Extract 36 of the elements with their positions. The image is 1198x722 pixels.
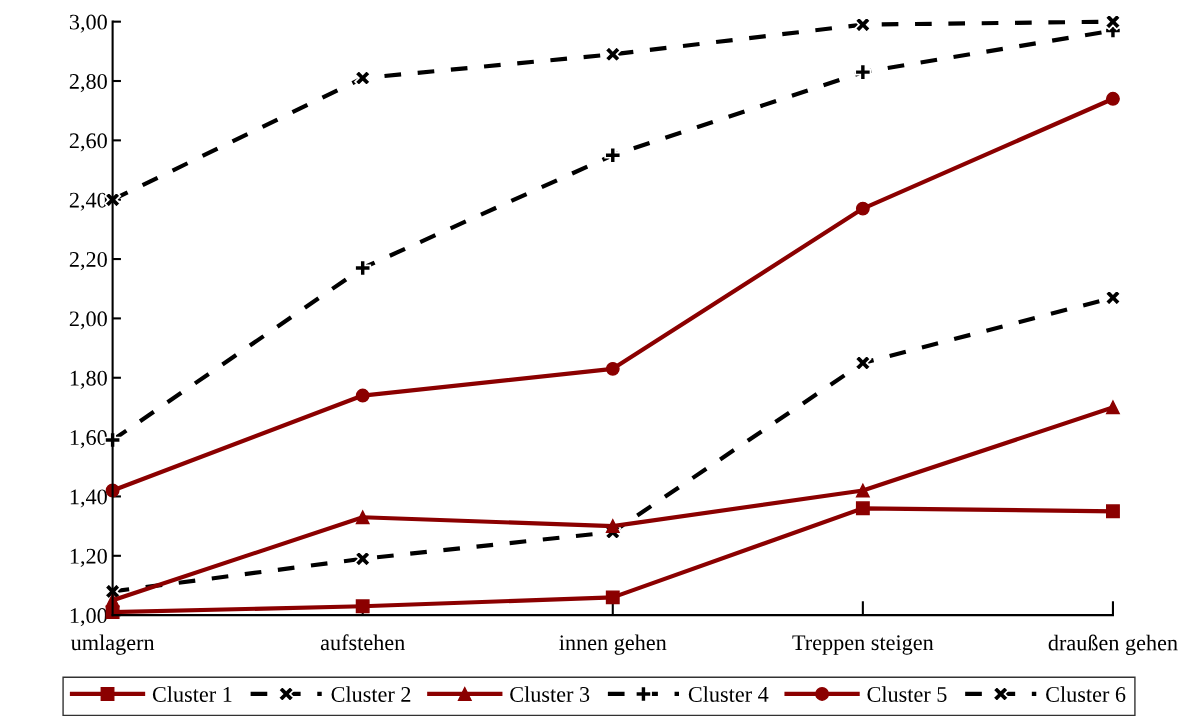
legend-label: Cluster 1	[152, 686, 232, 702]
x-tick-label: aufstehen	[320, 634, 405, 651]
point	[355, 510, 370, 525]
y-tick-label: 2,40	[69, 192, 107, 211]
legend-label: Cluster 5	[867, 686, 947, 702]
point	[354, 259, 372, 277]
y-tick-label: 2,00	[69, 311, 107, 330]
legend-label: Cluster 6	[1046, 686, 1126, 702]
point	[854, 63, 872, 81]
y-tick-label: 1,20	[70, 548, 107, 567]
x-tick-label: umlagern	[70, 634, 155, 655]
point	[855, 201, 870, 216]
point	[605, 361, 620, 376]
point	[1105, 91, 1120, 106]
legend-label: Cluster 4	[688, 686, 769, 702]
point	[604, 146, 622, 164]
legend-label: Cluster 3	[510, 686, 590, 702]
point	[605, 519, 620, 534]
y-tick-label: 2,60	[69, 133, 107, 152]
y-tick-label: 3,00	[69, 14, 107, 33]
point	[1105, 400, 1120, 415]
point	[1105, 504, 1120, 519]
point	[855, 501, 870, 516]
y-tick-label: 2,20	[69, 251, 107, 271]
point	[355, 388, 370, 403]
legend-label: Cluster 2	[331, 686, 411, 702]
point	[355, 599, 370, 614]
point	[605, 590, 620, 605]
y-tick-label: 2,80	[69, 73, 107, 93]
point	[855, 483, 870, 498]
y-tick-label: 1,80	[70, 370, 107, 389]
x-tick-label: Treppen steigen	[792, 635, 934, 655]
x-tick-label: draußen gehen	[1048, 634, 1178, 656]
x-tick-label: innen gehen	[559, 634, 667, 655]
y-tick-label: 1,40	[70, 489, 107, 508]
y-tick-label: 1,00	[70, 608, 107, 627]
